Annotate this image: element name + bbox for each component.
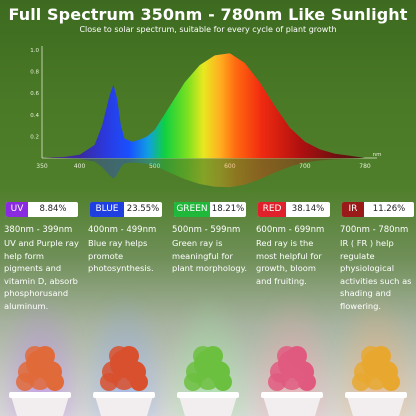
band-name: RED: [258, 202, 286, 217]
band-name: BLUE: [90, 202, 124, 217]
y-tick-label: 0.2: [30, 134, 39, 140]
band-name: GREEN: [174, 202, 210, 217]
y-tick-label: 1.0: [30, 48, 39, 54]
band-description: Blue ray helps promote photosynthesis.: [88, 238, 154, 273]
x-tick-label: 350: [36, 163, 48, 170]
band-range: 500nm - 599nm: [172, 225, 241, 235]
x-unit-label: nm: [373, 152, 382, 158]
band-badge: IR 11.26%: [342, 202, 414, 217]
band-percent: 23.55%: [126, 204, 160, 214]
band-description: IR ( FR ) help regulate physiological ac…: [340, 238, 412, 311]
cactus-lobe: [371, 346, 391, 366]
band-percent: 8.84%: [39, 204, 67, 214]
band-badge: GREEN 18.21%: [174, 202, 246, 217]
cactus-lobe: [119, 346, 139, 366]
pot-shape: [263, 396, 321, 416]
band-range: 380nm - 399nm: [4, 225, 73, 235]
band-range: 700nm - 780nm: [340, 225, 409, 235]
band-percent: 38.14%: [291, 204, 325, 214]
band-range: 600nm - 699nm: [256, 225, 325, 235]
band-badge: UV 8.84%: [6, 202, 78, 217]
band-percent: 11.26%: [372, 204, 406, 214]
cactus-lobe: [112, 366, 136, 390]
potted-plant-image: [9, 346, 71, 416]
x-tick-label: 700: [299, 163, 311, 170]
band-description: UV and Purple ray help form pigments and…: [4, 238, 79, 311]
cactus-lobe: [203, 346, 223, 366]
potted-plant-image: [177, 346, 239, 416]
cactus-lobe: [364, 366, 388, 390]
cactus-lobe: [28, 366, 52, 390]
spectrum-chart: 1.0 0.8 0.6 0.4 0.2 350 400 500 600 700 780 nm: [30, 42, 390, 192]
band-badge: BLUE 23.55%: [90, 202, 162, 217]
band-name: IR: [342, 202, 364, 217]
page-subtitle: Close to solar spectrum, suitable for ev…: [79, 25, 337, 34]
x-tick-label: 400: [74, 163, 86, 170]
pot-rim: [177, 392, 239, 398]
pot-shape: [347, 396, 405, 416]
cactus-lobe: [287, 346, 307, 366]
potted-plant-image: [345, 346, 407, 416]
band-description: Red ray is the most helpful for growth, …: [256, 238, 322, 286]
cactus-lobe: [35, 346, 55, 366]
cactus-lobe: [196, 366, 220, 390]
spectrum-area: [42, 53, 365, 159]
pot-shape: [11, 396, 69, 416]
pot-rim: [345, 392, 407, 398]
x-tick-label: 500: [149, 163, 161, 170]
pot-rim: [9, 392, 71, 398]
cactus-lobe: [280, 366, 304, 390]
potted-plant-image: [261, 346, 323, 416]
potted-plant-image: [93, 346, 155, 416]
y-tick-label: 0.8: [30, 70, 39, 76]
pot-rim: [93, 392, 155, 398]
band-percent: 18.21%: [211, 204, 245, 214]
band-range: 400nm - 499nm: [88, 225, 157, 235]
band-cards: UV 8.84% 380nm - 399nm UV and Purple ray he…: [0, 202, 416, 416]
band-description: Green ray is meaningful for plant morpho…: [172, 238, 247, 273]
y-tick-label: 0.4: [30, 113, 39, 119]
page-title: Full Spectrum 350nm - 780nm Like Sunligh…: [8, 5, 408, 24]
pot-shape: [95, 396, 153, 416]
y-tick-label: 0.6: [30, 91, 39, 97]
pot-rim: [261, 392, 323, 398]
band-name: UV: [6, 202, 28, 217]
spectrum-reflection: [42, 158, 365, 188]
band-badge: RED 38.14%: [258, 202, 330, 217]
x-tick-label: 780: [359, 163, 371, 170]
pot-shape: [179, 396, 237, 416]
